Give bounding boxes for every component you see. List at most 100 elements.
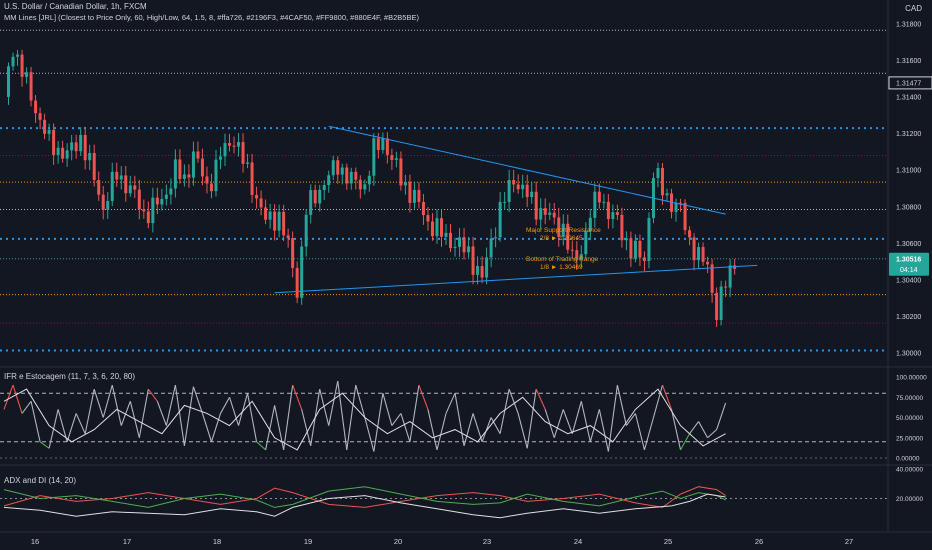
stochastic-segment (102, 384, 113, 418)
candle-body (728, 265, 732, 288)
candle-body (137, 189, 141, 210)
candle-body (286, 235, 290, 239)
stochastic-segment (589, 409, 600, 442)
currency-label[interactable]: CAD (905, 4, 922, 13)
candle-body (597, 191, 601, 203)
candle-body (498, 201, 502, 238)
stochastic-segment (508, 388, 519, 414)
stochastic-segment (93, 388, 104, 418)
price-axis-label: 1.31600 (896, 58, 921, 65)
price-axis-label: 1.31400 (896, 94, 921, 101)
candle-body (376, 138, 380, 151)
candle-body (38, 113, 42, 120)
candle-body (182, 174, 186, 179)
candle-body (277, 211, 281, 231)
candle-body (390, 155, 394, 160)
stochastic-segment (616, 384, 627, 426)
candle-body (106, 201, 110, 210)
candle-body (128, 185, 132, 194)
candle-body (453, 246, 457, 248)
candle-body (575, 250, 579, 260)
annotation-major-title: Major Support/Resistance (526, 227, 601, 234)
time-axis-label: 27 (845, 537, 853, 546)
candle-body (439, 218, 443, 237)
candle-body (679, 202, 683, 204)
candle-body (336, 160, 340, 175)
candle-body (715, 292, 719, 320)
candle-body (656, 168, 660, 179)
candle-body (485, 257, 489, 278)
stochastic-segment (12, 384, 23, 414)
candle-body (435, 218, 439, 237)
time-axis-label: 17 (123, 537, 131, 546)
candle-body (385, 138, 389, 156)
stochastic-segment (517, 413, 528, 449)
price-axis-label: 1.31800 (896, 21, 921, 28)
candle-body (710, 264, 714, 293)
candle-body (570, 249, 574, 251)
candle-body (394, 158, 398, 160)
candle-body (214, 159, 218, 192)
stochastic-segment (174, 385, 185, 446)
candle-body (412, 190, 416, 203)
candle-body (579, 254, 583, 260)
stochastic-segment (147, 388, 158, 402)
rsi-axis-label: 0.00000 (896, 456, 920, 463)
candle-body (417, 190, 421, 202)
candle-body (557, 217, 561, 237)
candle-body (56, 147, 60, 155)
stochastic-segment (373, 393, 384, 452)
candle-body (354, 171, 358, 180)
candle-body (79, 134, 83, 152)
stochastic-segment (66, 413, 77, 442)
annotation-major-detail: 2/8 ► 1.30645 (540, 235, 583, 242)
stochastic-segment (427, 409, 438, 451)
candle-body (408, 181, 412, 203)
candle-body (187, 174, 191, 178)
time-axis-label: 16 (31, 537, 39, 546)
candle-body (381, 138, 385, 151)
stochastic-segment (183, 386, 194, 446)
candle-body (372, 138, 376, 176)
candle-body (70, 142, 74, 151)
candle-body (7, 66, 11, 97)
candle-body (29, 72, 33, 101)
candle-body (588, 217, 592, 232)
stochastic-segment (472, 413, 483, 442)
candle-body (638, 240, 642, 258)
last-price-badge (889, 252, 929, 276)
candle-body (119, 175, 123, 180)
candle-body (647, 218, 651, 261)
candle-body (674, 202, 678, 212)
candle-body (295, 267, 299, 298)
stochastic-segment (436, 413, 447, 451)
candle-body (191, 151, 195, 178)
candle-body (241, 142, 245, 164)
candle-body (110, 171, 114, 202)
stochastic-segment (292, 384, 303, 410)
stochastic-segment (661, 384, 673, 410)
stochastic-segment (75, 413, 86, 434)
stochastic-segment (319, 389, 330, 426)
candle-body (322, 185, 326, 190)
candle-body (20, 54, 24, 77)
adx-axis-label: 40.00000 (896, 467, 923, 474)
stochastic-segment (490, 417, 501, 434)
candle-body (309, 190, 313, 215)
candle-body (683, 202, 687, 231)
stochastic-segment (120, 401, 131, 426)
candle-body (476, 266, 480, 275)
annotation-bottom-detail: 1/8 ► 1.30469 (540, 264, 583, 271)
candle-body (151, 197, 155, 224)
candle-body (124, 175, 128, 194)
candle-body (363, 184, 367, 190)
candle-body (624, 238, 628, 241)
rsi-axis-label: 25.00000 (896, 435, 923, 442)
stochastic-segment (165, 384, 176, 426)
stochastic-segment (346, 385, 357, 450)
candle-body (223, 143, 227, 157)
candle-body (543, 208, 547, 215)
stochastic-segment (138, 389, 149, 438)
stochastic-segment (625, 413, 636, 426)
